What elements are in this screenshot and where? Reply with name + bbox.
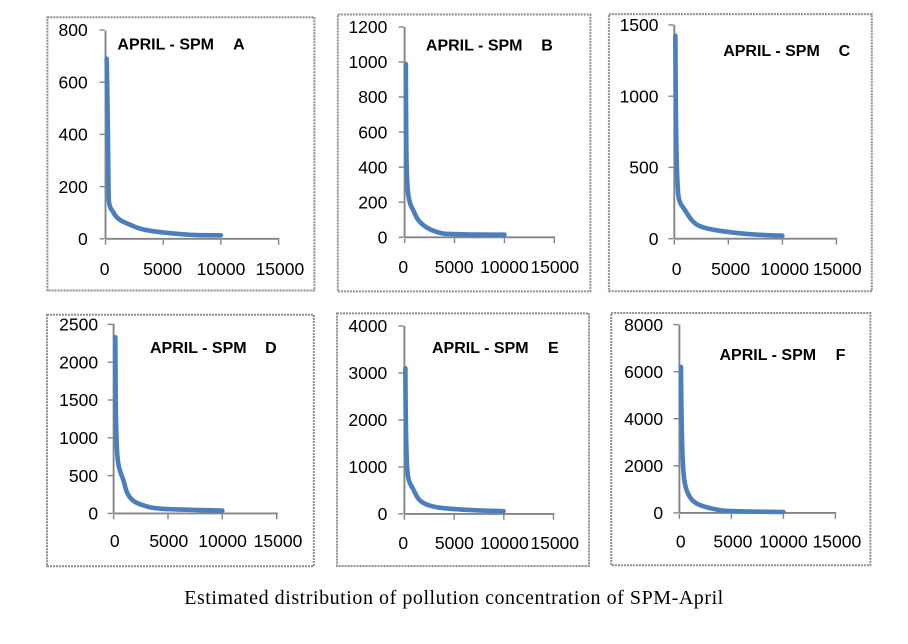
svg-text:APRIL - SPM: APRIL - SPM <box>723 43 820 60</box>
svg-text:800: 800 <box>358 87 387 107</box>
svg-text:APRIL - SPM: APRIL - SPM <box>150 340 247 357</box>
svg-text:0: 0 <box>100 259 110 279</box>
svg-text:4000: 4000 <box>624 409 663 429</box>
svg-text:3000: 3000 <box>348 363 387 383</box>
svg-text:5000: 5000 <box>435 257 474 277</box>
svg-text:0: 0 <box>78 229 88 249</box>
svg-text:5000: 5000 <box>713 532 752 552</box>
svg-text:5000: 5000 <box>149 531 188 551</box>
svg-text:0: 0 <box>378 504 388 524</box>
svg-text:15000: 15000 <box>254 531 303 551</box>
svg-text:15000: 15000 <box>813 532 862 552</box>
svg-text:B: B <box>541 38 553 55</box>
svg-text:0: 0 <box>378 228 388 248</box>
svg-text:1000: 1000 <box>348 457 387 477</box>
svg-text:0: 0 <box>110 531 120 551</box>
svg-text:200: 200 <box>58 177 87 197</box>
svg-text:10000: 10000 <box>759 532 808 552</box>
svg-text:400: 400 <box>358 157 387 177</box>
svg-text:10000: 10000 <box>480 533 529 553</box>
svg-text:2500: 2500 <box>59 315 98 335</box>
svg-text:2000: 2000 <box>348 410 387 430</box>
svg-text:10000: 10000 <box>480 257 529 277</box>
svg-text:0: 0 <box>88 504 98 524</box>
svg-text:5000: 5000 <box>435 533 474 553</box>
svg-text:15000: 15000 <box>256 259 305 279</box>
svg-text:1000: 1000 <box>59 428 98 448</box>
svg-text:200: 200 <box>358 192 387 212</box>
svg-text:500: 500 <box>629 158 658 178</box>
svg-text:1200: 1200 <box>348 17 387 37</box>
svg-text:0: 0 <box>398 257 408 277</box>
svg-text:5000: 5000 <box>143 259 182 279</box>
svg-text:5000: 5000 <box>711 259 750 279</box>
svg-text:0: 0 <box>653 503 663 523</box>
svg-text:0: 0 <box>398 533 408 553</box>
svg-text:15000: 15000 <box>813 259 862 279</box>
svg-text:APRIL - SPM: APRIL - SPM <box>432 340 529 357</box>
svg-text:1500: 1500 <box>59 390 98 410</box>
svg-text:10000: 10000 <box>197 259 246 279</box>
svg-text:15000: 15000 <box>530 533 579 553</box>
svg-text:1000: 1000 <box>348 52 387 72</box>
svg-text:500: 500 <box>69 466 98 486</box>
svg-text:8000: 8000 <box>624 315 663 335</box>
svg-text:10000: 10000 <box>198 531 247 551</box>
svg-text:F: F <box>836 347 846 364</box>
svg-text:C: C <box>839 43 851 60</box>
svg-text:600: 600 <box>58 72 87 92</box>
svg-text:A: A <box>233 37 245 54</box>
svg-text:APRIL - SPM: APRIL - SPM <box>117 37 214 54</box>
svg-text:600: 600 <box>358 122 387 142</box>
svg-text:6000: 6000 <box>624 362 663 382</box>
svg-text:2000: 2000 <box>624 456 663 476</box>
svg-text:2000: 2000 <box>59 352 98 372</box>
svg-text:0: 0 <box>676 532 686 552</box>
svg-text:15000: 15000 <box>530 257 579 277</box>
svg-text:1000: 1000 <box>620 86 659 106</box>
svg-text:800: 800 <box>58 20 87 40</box>
svg-text:APRIL - SPM: APRIL - SPM <box>720 347 817 364</box>
svg-text:0: 0 <box>649 229 659 249</box>
svg-text:1500: 1500 <box>620 15 659 35</box>
svg-text:APRIL - SPM: APRIL - SPM <box>426 38 523 55</box>
svg-text:10000: 10000 <box>760 259 809 279</box>
svg-text:4000: 4000 <box>348 316 387 336</box>
svg-text:0: 0 <box>672 259 682 279</box>
svg-text:D: D <box>265 340 277 357</box>
svg-text:E: E <box>548 340 559 357</box>
svg-text:400: 400 <box>58 125 87 145</box>
